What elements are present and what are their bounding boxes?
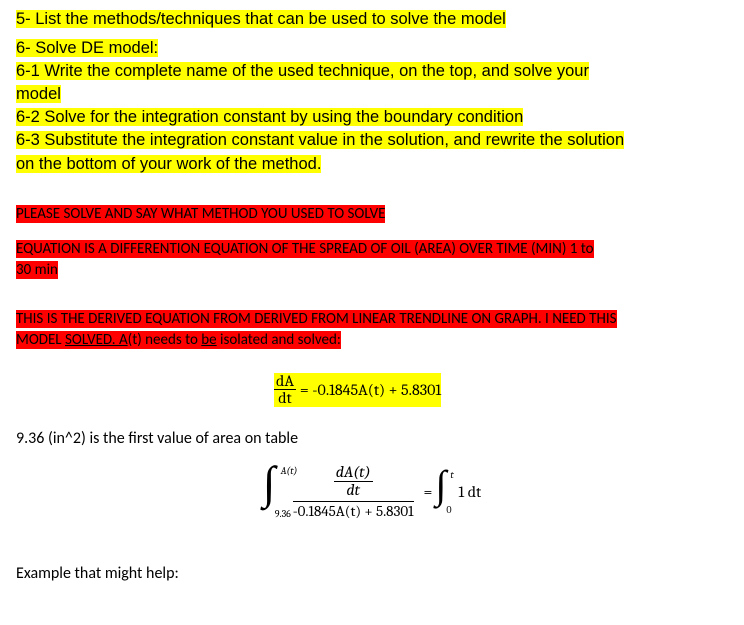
derived-b-span: MODEL SOLVED. A(t) needs to be isolated … [16, 331, 341, 349]
integral-left-lower: 9.36 [275, 508, 291, 520]
question-6-1a-text: 6-1 Write the complete name of the used … [16, 62, 589, 80]
derived-a: THIS IS THE DERIVED EQUATION FROM DERIVE… [16, 309, 732, 330]
question-5: 5- List the methods/techniques that can … [16, 8, 732, 31]
equation-2-outer-num: dA(t) dt [334, 464, 373, 499]
question-6-2-text: 6-2 Solve for the integration constant b… [16, 108, 523, 126]
equation-2-outer-den: -0.1845A(t) + 5.8301 [293, 504, 414, 520]
equation-2-rhs: ∫ t 0 1 dt [438, 472, 481, 512]
derived-b: MODEL SOLVED. A(t) needs to be isolated … [16, 330, 732, 351]
example-line: Example that might help: [16, 564, 732, 583]
equation-desc-b: 30 min [16, 260, 732, 281]
equation-1-numerator: dA [274, 373, 296, 390]
question-6-3a: 6-3 Substitute the integration constant … [16, 129, 732, 152]
derived-b-u1: SOLVED. A [65, 331, 128, 349]
integral-symbol-right: ∫ t 0 [438, 472, 456, 512]
derived-b-post: isolated and solved: [217, 331, 341, 349]
equation-1-denominator: dt [276, 390, 294, 407]
please-solve-text: PLEASE SOLVE AND SAY WHAT METHOD YOU USE… [16, 205, 385, 223]
integral-left-upper: A(t) [281, 465, 298, 477]
equation-2: ∫ A(t) 9.36 dA(t) dt -0.1845A(t) + 5.830… [267, 464, 482, 519]
integral-glyph: ∫ [435, 465, 446, 505]
question-6-3b-text: on the bottom of your work of the method… [16, 155, 321, 173]
question-6-3a-text: 6-3 Substitute the integration constant … [16, 131, 624, 149]
question-6-3b: on the bottom of your work of the method… [16, 153, 732, 176]
question-6-1b: model [16, 83, 732, 106]
equation-desc-a: EQUATION IS A DIFFERENTION EQUATION OF T… [16, 239, 732, 260]
integral-symbol-left: ∫ A(t) 9.36 [267, 469, 289, 515]
note-936: 9.36 (in^2) is the first value of area o… [16, 429, 732, 448]
derived-b-u2: be [201, 331, 216, 349]
integral-glyph: ∫ [263, 460, 276, 506]
equation-2-big-fraction: dA(t) dt -0.1845A(t) + 5.8301 [293, 464, 414, 519]
derived-a-text: THIS IS THE DERIVED EQUATION FROM DERIVE… [16, 310, 617, 328]
derived-b-pre: MODEL [16, 331, 65, 349]
question-6-header-text: 6- Solve DE model: [16, 39, 158, 57]
please-solve-line: PLEASE SOLVE AND SAY WHAT METHOD YOU USE… [16, 204, 732, 225]
question-5-text: 5- List the methods/techniques that can … [16, 10, 506, 28]
equation-2-container: ∫ A(t) 9.36 dA(t) dt -0.1845A(t) + 5.830… [16, 464, 732, 519]
equation-desc-a-text: EQUATION IS A DIFFERENTION EQUATION OF T… [16, 240, 594, 258]
derived-b-mid: (t) needs to [128, 331, 202, 349]
equation-2-lhs: ∫ A(t) 9.36 dA(t) dt -0.1845A(t) + 5.830… [267, 464, 418, 519]
equation-2-rhs-integrand: 1 dt [458, 483, 481, 501]
equation-2-equals: = [424, 483, 433, 501]
equation-1-container: dA dt = -0.1845A(t) + 5.8301 [16, 373, 732, 408]
equation-2-inner-den: dt [344, 482, 362, 499]
integral-right-upper: t [450, 469, 453, 481]
question-6-2: 6-2 Solve for the integration constant b… [16, 106, 732, 129]
equation-1-rhs: = -0.1845A(t) + 5.8301 [300, 381, 441, 399]
integral-right-lower: 0 [446, 504, 451, 516]
equation-desc-b-text: 30 min [16, 261, 58, 279]
equation-1-fraction: dA dt [274, 373, 296, 408]
equation-2-rhs-integrand-text: 1 dt [458, 483, 481, 501]
equation-2-inner-num: dA(t) [334, 464, 373, 481]
question-6-1a: 6-1 Write the complete name of the used … [16, 60, 732, 83]
question-6-1b-text: model [16, 85, 61, 103]
question-6-header: 6- Solve DE model: [16, 37, 732, 60]
equation-1: dA dt = -0.1845A(t) + 5.8301 [274, 373, 441, 408]
